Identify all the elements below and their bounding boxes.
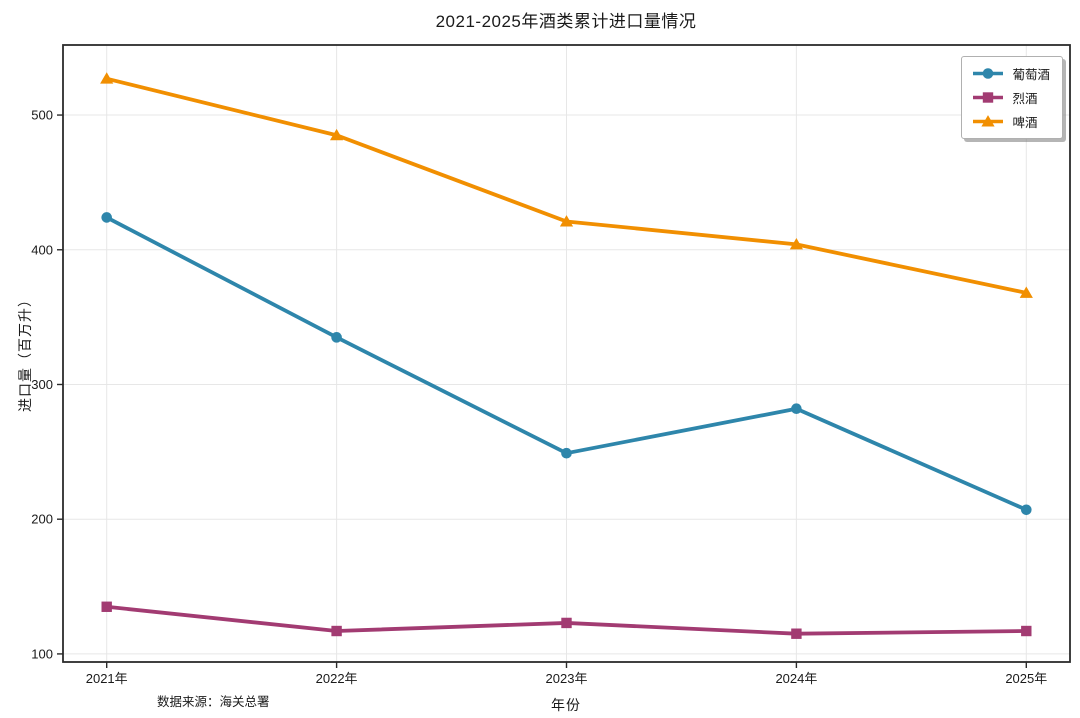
x-axis-label: 年份: [551, 697, 581, 713]
data-point-spirits: [791, 628, 802, 639]
y-tick-label: 400: [31, 242, 53, 257]
data-point-wine: [561, 447, 572, 459]
data-point-beer: [100, 72, 114, 84]
x-tick-label: 2021年: [86, 671, 128, 686]
x-tick-label: 2022年: [316, 671, 358, 686]
data-point-wine: [331, 332, 342, 343]
legend-swatch-marker: [983, 68, 994, 79]
y-tick-label: 300: [31, 377, 53, 392]
source-note: 数据来源：海关总署: [157, 695, 270, 709]
legend-label: 葡萄酒: [1012, 68, 1050, 82]
data-point-beer: [559, 215, 574, 227]
chart-title: 2021-2025年酒类累计进口量情况: [435, 12, 697, 31]
data-point-wine: [1021, 504, 1032, 516]
x-tick-label: 2025年: [1005, 671, 1047, 686]
legend-marker-triangle-up-icon: [973, 115, 1004, 127]
legend-label: 烈酒: [1012, 92, 1038, 106]
y-tick-label: 200: [31, 512, 53, 527]
y-tick-label: 500: [31, 108, 53, 123]
y-tick-label: 100: [31, 646, 53, 661]
x-tick-label: 2023年: [546, 671, 588, 686]
data-point-beer: [330, 128, 344, 141]
data-point-spirits: [561, 617, 572, 629]
legend-item-spirits: 烈酒: [971, 88, 1050, 107]
legend-swatch-marker: [981, 115, 996, 127]
legend-marker-circle-icon: [973, 68, 1004, 79]
legend-item-wine: 葡萄酒: [971, 64, 1050, 83]
data-point-spirits: [331, 625, 342, 637]
data-point-spirits: [101, 601, 112, 612]
legend-item-beer: 啤酒: [971, 112, 1050, 131]
data-point-beer: [789, 237, 803, 250]
legend-swatch-marker: [983, 92, 994, 103]
data-point-beer: [1019, 286, 1033, 298]
legend-marker-square-icon: [973, 92, 1004, 103]
x-tick-label: 2024年: [775, 671, 817, 686]
data-point-wine: [791, 403, 802, 415]
data-point-wine: [101, 212, 112, 223]
legend-label: 啤酒: [1012, 116, 1038, 130]
legend: 葡萄酒 烈酒 啤酒: [961, 56, 1063, 139]
data-point-spirits: [1021, 625, 1032, 637]
